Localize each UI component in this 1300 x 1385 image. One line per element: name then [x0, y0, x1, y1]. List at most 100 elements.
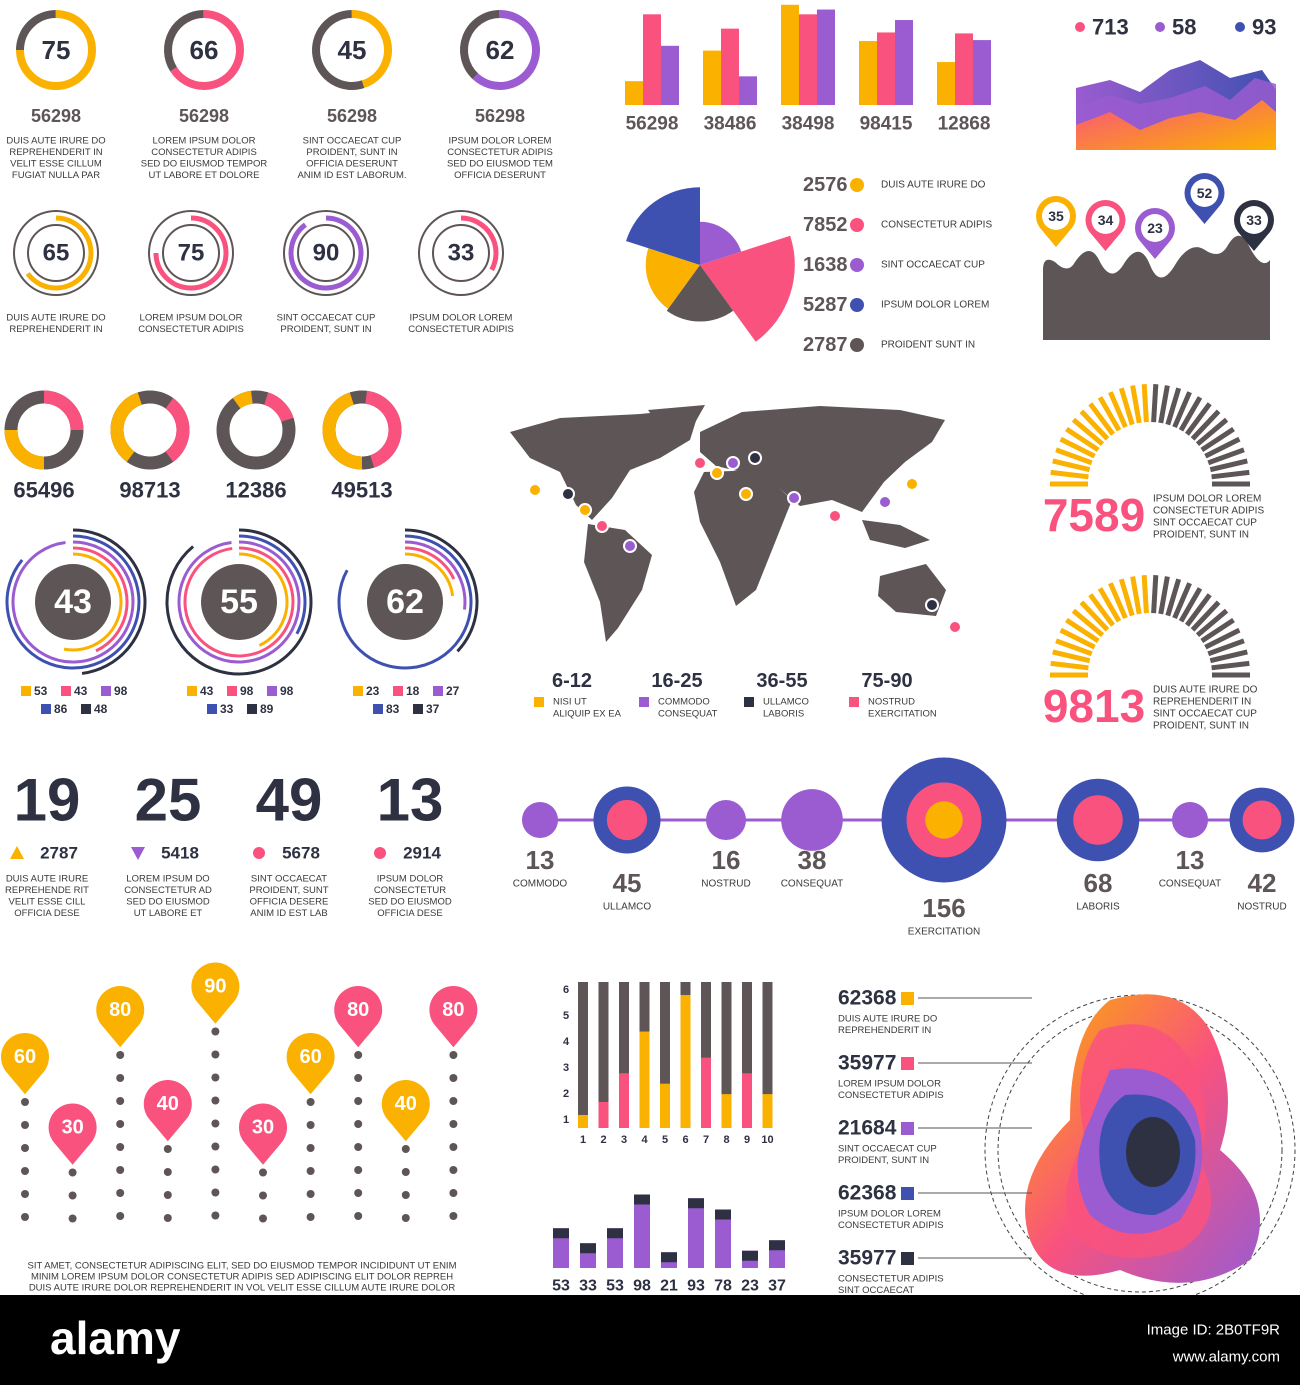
caption-line: CONSECTETUR: [374, 885, 446, 896]
pin-value: 33: [1246, 212, 1262, 228]
caption-line: ANIM ID EST LABORUM.: [297, 170, 406, 181]
x-tick-label: 5: [662, 1134, 668, 1146]
ring-arc: [11, 540, 135, 664]
marker: [374, 847, 386, 859]
bubble-inner: [606, 799, 648, 841]
column-rest: [701, 982, 711, 1128]
dot: [306, 1098, 315, 1106]
ring-rest: [312, 10, 365, 90]
rose-sector: [626, 187, 700, 265]
legend-value: 21684: [838, 1117, 897, 1140]
dot: [21, 1121, 29, 1129]
gauge-tick: [1190, 600, 1221, 632]
mini-bar-label: 53: [606, 1278, 624, 1295]
caption-line: OFFICIA DESERUNT: [454, 170, 546, 181]
rose-sector: [666, 265, 734, 322]
ring-rest: [16, 10, 57, 51]
bar: [973, 40, 991, 105]
legend-dot: [850, 258, 864, 272]
x-tick-label: 8: [723, 1134, 729, 1146]
caption-line: CONSECTETUR AD: [124, 885, 212, 896]
map-dot: [748, 451, 762, 465]
gauge-tick: [1050, 469, 1089, 480]
map-dot: [726, 456, 740, 470]
gauge-tick: [1172, 582, 1192, 620]
legend-label: CONSECTETUR ADIPIS: [881, 220, 992, 231]
image-id: Image ID: 2B0TF9R: [1147, 1322, 1281, 1339]
gauge-tick: [1195, 608, 1229, 638]
column-value: [639, 1031, 650, 1128]
rose-sector: [700, 221, 742, 265]
dot: [449, 1097, 458, 1105]
gauge-tick: [1065, 426, 1100, 453]
legend-swatch: [849, 697, 859, 707]
bubble-value: 13: [1176, 845, 1205, 875]
caption-line: DUIS AUTE IRURE DO: [838, 1014, 937, 1025]
legend-label: PROIDENT SUNT IN: [881, 340, 975, 351]
dot: [259, 1214, 267, 1223]
legend-swatch: [413, 704, 423, 714]
gauge-tick: [1209, 649, 1248, 664]
gauge-tick: [1209, 458, 1248, 473]
caption-line: SED DO EIUSMOD: [126, 897, 210, 908]
category-label: 98415: [860, 114, 913, 135]
legend-value: 83: [386, 702, 400, 716]
legend-swatch: [639, 697, 649, 707]
mini-bar-cap: [553, 1228, 569, 1239]
legend-swatch: [901, 1187, 914, 1200]
gauge-tick: [1130, 576, 1142, 615]
legend-value: 2787: [803, 334, 848, 356]
mini-bar-cap: [715, 1209, 731, 1220]
pin: [238, 1103, 287, 1165]
donut-number: 98713: [119, 478, 180, 503]
dot: [354, 1051, 363, 1059]
legend-value: 93: [1252, 15, 1276, 40]
caption-line: CONSECTETUR ADIPIS: [408, 324, 514, 335]
caption-line: SINT OCCAECAT CUP: [838, 1144, 937, 1155]
pin: [0, 1032, 49, 1095]
legend-swatch: [41, 704, 51, 714]
caption-line: SED DO EIUSMOD: [368, 897, 452, 908]
ring-value: 65: [43, 240, 70, 267]
gauge-tick: [1200, 426, 1235, 453]
map-dot: [710, 466, 724, 480]
gauge-tick: [1065, 617, 1100, 644]
gauge-tick: [1151, 384, 1159, 423]
mini-bar-cap: [634, 1194, 650, 1205]
ring-arc: [288, 215, 364, 291]
legend-value: 5287: [803, 294, 848, 316]
caption-line: LOREM IPSUM DOLOR: [140, 313, 243, 324]
dot: [354, 1166, 363, 1174]
dot: [354, 1097, 363, 1105]
ring-arc: [16, 10, 96, 90]
gauge-tick: [1172, 391, 1192, 429]
stat-number: 2914: [403, 844, 441, 863]
pin-value: 60: [299, 1046, 321, 1068]
y-tick-label: 3: [563, 1062, 569, 1074]
caption-line: LOREM IPSUM DOLOR: [153, 136, 256, 147]
dot: [163, 1191, 172, 1199]
caption-line: ANIM ID EST LAB: [250, 908, 327, 919]
eurasia: [700, 406, 945, 512]
donut-seg: [43, 390, 84, 431]
map-dot: [595, 519, 609, 533]
legend-swatch: [21, 686, 31, 696]
legend-swatch: [393, 686, 403, 696]
legend-value: 35977: [838, 1247, 896, 1270]
dot: [116, 1120, 125, 1128]
bar: [781, 4, 799, 105]
pin-value: 30: [61, 1117, 83, 1139]
column-value: [680, 995, 691, 1128]
brand: alamy: [50, 1312, 181, 1364]
caption-line: DUIS AUTE IRURE DO: [6, 136, 105, 147]
pin: [334, 985, 383, 1048]
legend-value: 98: [240, 684, 254, 698]
dot: [211, 1096, 220, 1105]
ring-center: [201, 564, 277, 640]
bubble: [1171, 801, 1209, 839]
donut-base: [216, 390, 296, 470]
legend-range: 75-90: [861, 670, 912, 692]
column-rest: [660, 982, 670, 1128]
caption-line: CONSECTETUR ADIPIS: [447, 147, 553, 158]
